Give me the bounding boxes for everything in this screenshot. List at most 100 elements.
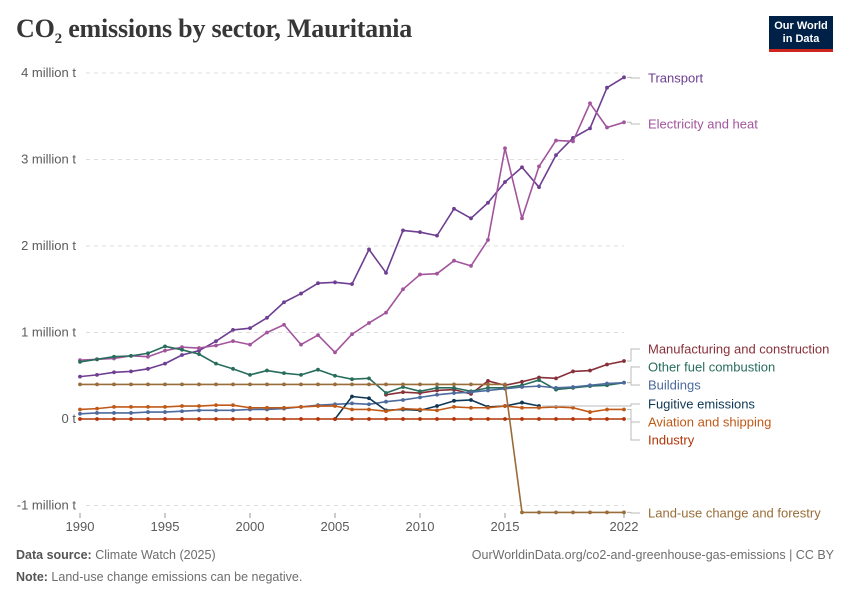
data-point [129,369,133,374]
data-point [588,101,592,106]
data-point [197,382,201,387]
data-point [520,216,524,221]
data-point [95,372,99,377]
data-point [486,238,490,242]
data-point [469,417,473,421]
data-point [605,125,609,130]
data-point [146,404,150,409]
data-point [435,404,439,408]
data-point [367,402,371,407]
series-label-aviation-and-shipping: Aviation and shipping [648,415,771,430]
data-point [435,271,439,276]
data-point [367,376,371,381]
series-label-transport: Transport [648,71,704,86]
source-url[interactable]: OurWorldinData.org/co2-and-greenhouse-ga… [471,548,834,562]
data-point [520,400,524,405]
data-point [180,353,184,357]
data-point [282,300,286,305]
data-point [350,377,354,382]
series-label-industry: Industry [648,433,695,448]
data-point [231,408,235,413]
data-point [95,357,99,362]
data-point [180,347,184,352]
data-point [299,382,303,387]
data-point [333,280,337,285]
data-point [486,417,490,421]
data-point [452,385,456,390]
data-point [146,366,150,371]
owid-logo[interactable]: Our World in Data [769,16,833,52]
data-point [299,372,303,377]
data-point [129,411,133,415]
x-tick-label: 2000 [236,519,265,534]
data-point [486,200,490,205]
data-point [367,247,371,252]
data-point [469,405,473,410]
data-point [401,398,405,402]
data-point [469,398,473,402]
data-point [333,417,337,421]
x-tick-label: 1995 [151,519,180,534]
data-point [197,352,201,357]
data-point [435,392,439,397]
data-point [622,407,626,412]
data-point [95,411,99,415]
data-point [231,417,235,421]
data-point [537,510,541,515]
label-connector [627,418,640,441]
data-point [180,404,184,408]
data-point [452,382,456,387]
data-point [350,401,354,406]
data-point [452,417,456,421]
data-point [384,310,388,315]
data-point [197,417,201,421]
data-point [571,405,575,410]
data-point [112,370,116,375]
data-point [333,382,337,387]
data-point [265,417,269,421]
data-point [214,343,218,348]
data-point [163,410,167,414]
data-point [435,408,439,413]
data-point [350,394,354,399]
data-point [452,206,456,211]
data-point [95,417,99,421]
data-point [554,417,558,421]
data-point [469,390,473,395]
x-tick-label: 2015 [491,519,520,534]
data-point [435,382,439,387]
data-point [588,383,592,388]
data-point [520,379,524,384]
data-point [248,372,252,377]
data-point [435,233,439,238]
data-point [282,417,286,421]
data-point [214,382,218,387]
data-point [316,417,320,421]
data-point [299,417,303,421]
label-connector [627,511,640,514]
data-point [537,405,541,410]
data-point [418,395,422,400]
data-point [248,342,252,347]
x-tick-label: 2022 [610,519,639,534]
data-point [418,382,422,387]
data-point [554,153,558,158]
data-point [537,164,541,169]
data-point [588,410,592,414]
line-chart: 4 million t 3 million t 2 million t 1 milli… [17,65,830,534]
chart-note: Note: Land-use change emissions can be n… [16,570,303,584]
y-tick-label: 4 million t [21,65,76,80]
data-point [367,407,371,412]
y-tick-label: 2 million t [21,238,76,253]
data-point [520,510,524,515]
data-point [486,379,490,383]
data-point [316,404,320,408]
data-point [367,417,371,421]
data-point [146,417,150,421]
data-point [78,407,82,412]
data-point [537,185,541,190]
data-point [537,417,541,421]
data-point [129,382,133,387]
data-point [197,408,201,413]
series-label-fugitive-emissions: Fugitive emissions [648,397,755,412]
